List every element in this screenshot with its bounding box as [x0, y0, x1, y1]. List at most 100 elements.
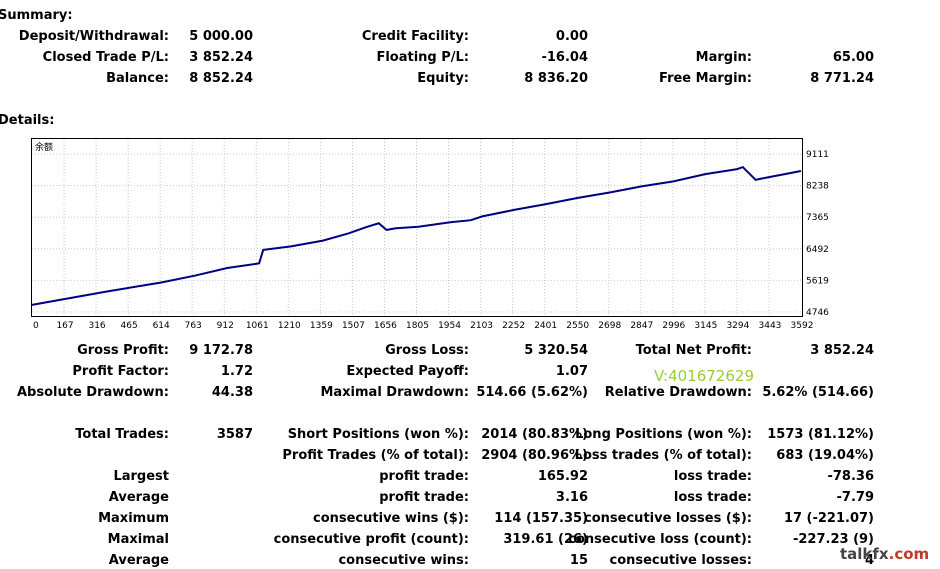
- x-tick-label: 2847: [630, 321, 653, 331]
- y-tick-label: 9111: [806, 150, 829, 160]
- long-positions-value: 1573 (81.12%): [767, 427, 874, 442]
- expected-payoff-label: Expected Payoff:: [346, 364, 469, 379]
- total-trades-value: 3587: [216, 427, 253, 442]
- x-tick-label: 1954: [438, 321, 461, 331]
- expected-payoff-value: 1.07: [555, 364, 588, 379]
- maximal-label: Maximal: [107, 532, 169, 547]
- balance-value: 8 852.24: [189, 71, 253, 86]
- largest-loss-label: loss trade:: [673, 469, 752, 484]
- balance-label: Balance:: [106, 71, 169, 86]
- x-tick-label: 2550: [566, 321, 589, 331]
- free-margin-label: Free Margin:: [659, 71, 752, 86]
- largest-profit-label: profit trade:: [379, 469, 469, 484]
- profit-factor-label: Profit Factor:: [72, 364, 169, 379]
- x-tick-label: 614: [153, 321, 170, 331]
- largest-loss-value: -78.36: [827, 469, 874, 484]
- average-profit-value: 3.16: [555, 490, 588, 505]
- x-tick-label: 3145: [694, 321, 717, 331]
- equity-label: Equity:: [417, 71, 469, 86]
- maximal-cons-loss-label: consecutive loss (count):: [568, 532, 752, 547]
- loss-trades-value: 683 (19.04%): [776, 448, 874, 463]
- x-tick-label: 465: [121, 321, 138, 331]
- y-tick-label: 8238: [806, 182, 829, 192]
- profit-trades-label: Profit Trades (% of total):: [282, 448, 469, 463]
- gross-profit-label: Gross Profit:: [77, 343, 169, 358]
- gross-loss-value: 5 320.54: [524, 343, 588, 358]
- x-tick-label: 2698: [598, 321, 621, 331]
- net-profit-label: Total Net Profit:: [635, 343, 752, 358]
- balance-line: [31, 165, 802, 306]
- short-positions-value: 2014 (80.83%): [481, 427, 588, 442]
- maximum-label: Maximum: [98, 511, 169, 526]
- gross-profit-value: 9 172.78: [189, 343, 253, 358]
- floating-pl-value: -16.04: [541, 50, 588, 65]
- avg-cons-wins-value: 15: [569, 553, 588, 568]
- x-tick-label: 3592: [791, 321, 814, 331]
- average-profit-label: profit trade:: [379, 490, 469, 505]
- x-tick-label: 316: [88, 321, 105, 331]
- x-tick-label: 167: [56, 321, 73, 331]
- avg-cons-losses-value: 4: [864, 553, 874, 568]
- x-tick-label: 1805: [406, 321, 429, 331]
- average-loss-value: -7.79: [836, 490, 874, 505]
- x-tick-label: 2996: [662, 321, 685, 331]
- absolute-drawdown-label: Absolute Drawdown:: [17, 385, 169, 400]
- x-tick-label: 1359: [310, 321, 333, 331]
- x-tick-label: 2252: [502, 321, 525, 331]
- x-tick-label: 0: [33, 321, 39, 331]
- balance-chart: 余额 0 167 316 465 614 763 912 1061 1210 1359 1507 16…: [31, 138, 829, 331]
- y-tick-label: 6492: [806, 245, 829, 255]
- x-tick-label: 3443: [759, 321, 782, 331]
- profit-factor-value: 1.72: [220, 364, 253, 379]
- maximal-cons-profit-label: consecutive profit (count):: [273, 532, 469, 547]
- avg-cons-losses-label: consecutive losses:: [609, 553, 752, 568]
- relative-drawdown-value: 5.62% (514.66): [762, 385, 874, 400]
- average-loss-label: loss trade:: [673, 490, 752, 505]
- x-tick-label: 2103: [470, 321, 493, 331]
- brand-suffix: .com: [888, 545, 930, 563]
- summary-heading: Summary:: [0, 8, 73, 23]
- y-tick-label: 4746: [806, 308, 829, 318]
- closed-pl-label: Closed Trade P/L:: [42, 50, 169, 65]
- deposit-label: Deposit/Withdrawal:: [18, 29, 169, 44]
- y-tick-label: 5619: [806, 276, 829, 286]
- x-tick-label: 1656: [374, 321, 397, 331]
- avg-cons-wins-label: consecutive wins:: [338, 553, 469, 568]
- average-cons-label: Average: [108, 553, 169, 568]
- x-tick-label: 3294: [726, 321, 749, 331]
- max-cons-losses-label: consecutive losses ($):: [584, 511, 752, 526]
- chart-title: 余额: [35, 141, 53, 153]
- x-tick-label: 1210: [278, 321, 301, 331]
- loss-trades-label: Loss trades (% of total):: [574, 448, 752, 463]
- free-margin-value: 8 771.24: [810, 71, 874, 86]
- closed-pl-value: 3 852.24: [189, 50, 253, 65]
- maximal-drawdown-value: 514.66 (5.62%): [476, 385, 588, 400]
- net-profit-value: 3 852.24: [810, 343, 874, 358]
- gross-loss-label: Gross Loss:: [385, 343, 469, 358]
- x-tick-label: 763: [185, 321, 202, 331]
- equity-value: 8 836.20: [524, 71, 588, 86]
- maximal-drawdown-label: Maximal Drawdown:: [320, 385, 469, 400]
- x-tick-label: 2401: [534, 321, 557, 331]
- maximal-cons-loss-value: -227.23 (9): [792, 532, 874, 547]
- margin-label: Margin:: [695, 50, 752, 65]
- total-trades-label: Total Trades:: [75, 427, 169, 442]
- credit-label: Credit Facility:: [361, 29, 469, 44]
- x-tick-label: 1061: [246, 321, 269, 331]
- brand-watermark: talkfx.com: [840, 545, 929, 563]
- largest-profit-value: 165.92: [537, 469, 588, 484]
- y-tick-label: 7365: [806, 213, 829, 223]
- x-tick-label: 912: [217, 321, 234, 331]
- watermark-text: V:401672629: [654, 367, 754, 385]
- long-positions-label: Long Positions (won %):: [575, 427, 752, 442]
- short-positions-label: Short Positions (won %):: [287, 427, 469, 442]
- margin-value: 65.00: [832, 50, 874, 65]
- deposit-value: 5 000.00: [189, 29, 253, 44]
- absolute-drawdown-value: 44.38: [211, 385, 253, 400]
- max-cons-wins-label: consecutive wins ($):: [312, 511, 469, 526]
- x-tick-label: 1507: [342, 321, 365, 331]
- brand-main: talkfx: [840, 545, 889, 563]
- credit-value: 0.00: [555, 29, 588, 44]
- details-heading: Details:: [0, 113, 55, 128]
- profit-trades-value: 2904 (80.96%): [481, 448, 588, 463]
